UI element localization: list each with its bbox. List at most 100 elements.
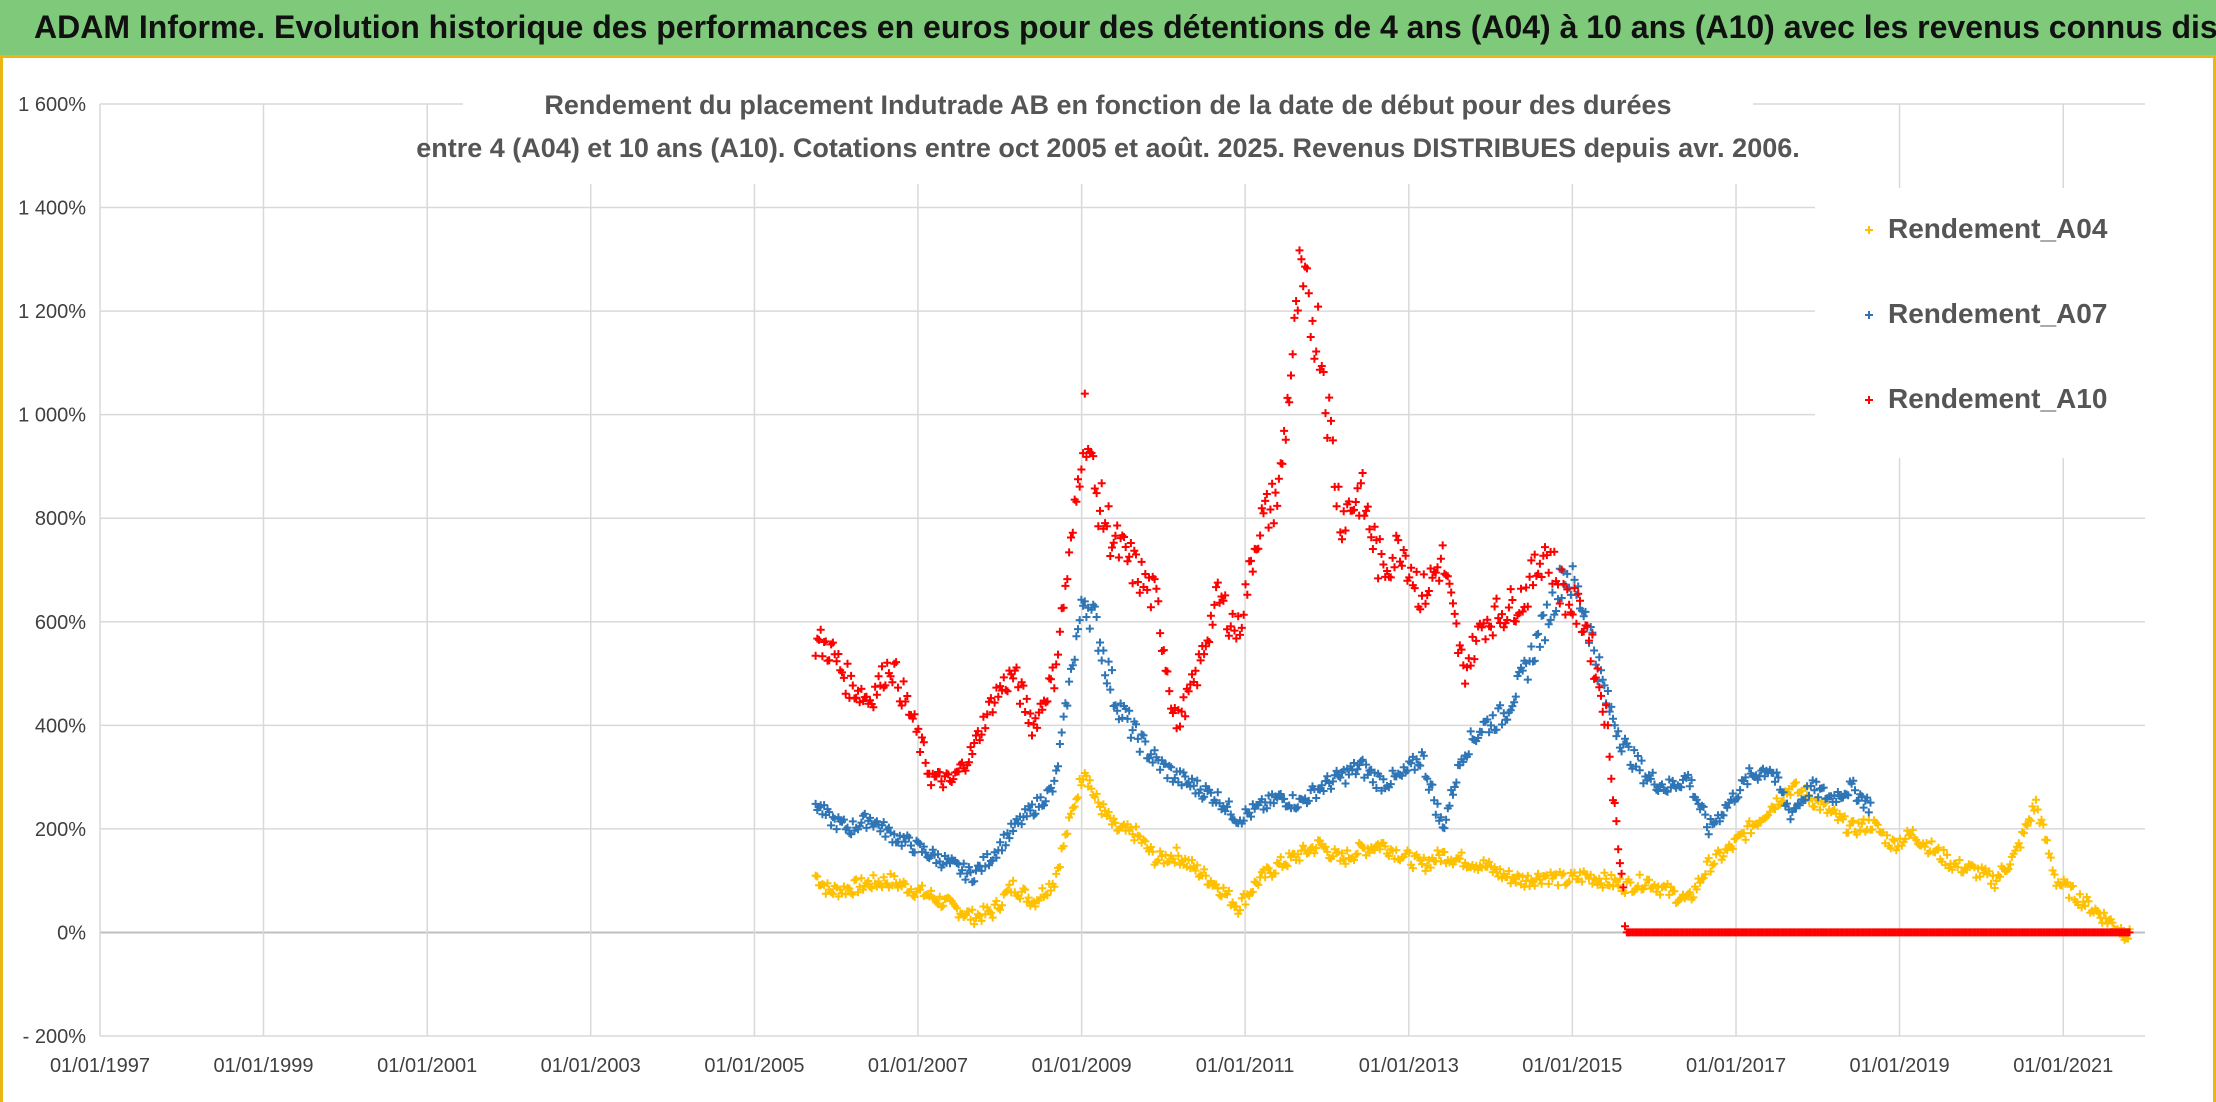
data-point [1247,556,1255,565]
x-tick-label: 01/01/2009 [1032,1055,1132,1077]
data-point [1457,848,1466,857]
data-point [1433,563,1442,572]
data-point [2068,882,2077,890]
data-point [1612,817,1621,826]
data-point [1510,698,1519,707]
data-point [1221,591,1230,600]
data-point [1009,674,1018,683]
y-tick-label: - 200% [23,1026,87,1048]
data-point [1031,714,1040,723]
data-point [1457,645,1466,654]
data-point [1461,679,1470,688]
data-point [1416,761,1425,770]
data-point [1419,751,1428,760]
data-point [1692,885,1701,894]
data-point [1449,790,1457,799]
data-point [927,781,936,790]
data-point [1440,824,1449,833]
data-point [1102,679,1111,688]
data-point [1487,622,1495,631]
x-tick-label: 01/01/1997 [50,1055,150,1077]
data-point [1325,779,1334,787]
data-point [1111,701,1120,710]
data-point [1435,576,1444,585]
data-point [1939,846,1948,854]
data-point [1392,531,1401,540]
data-point [1057,728,1066,737]
data-point [1574,589,1583,598]
data-point [1450,783,1459,791]
data-point [1375,845,1384,854]
data-point [1419,853,1428,862]
data-point [1135,747,1144,756]
data-point [1522,583,1531,592]
data-point [1005,834,1014,843]
data-point [1319,368,1328,376]
data-point [1262,490,1271,498]
data-point [1609,714,1617,723]
data-point [1108,666,1116,675]
data-point [1544,620,1553,629]
data-point [1090,602,1099,611]
data-point [1082,771,1091,780]
data-point [1692,795,1701,804]
data-point [890,872,899,881]
data-point [1137,557,1146,566]
data-point [1236,630,1244,639]
data-point [916,748,925,756]
data-point [1511,692,1520,701]
data-point [1886,844,1895,853]
data-point [1810,786,1819,795]
data-point [996,682,1005,691]
data-point [1626,878,1635,887]
data-point [1268,479,1277,488]
data-point [1031,902,1040,911]
data-point [1315,836,1324,845]
data-point [1610,721,1619,730]
data-point [860,809,869,818]
data-point [886,672,895,681]
data-point [1646,774,1655,783]
data-point [1783,799,1791,808]
data-point [1539,611,1548,620]
data-point [1228,898,1237,907]
data-point [1224,797,1233,806]
data-point [1563,569,1572,578]
data-point [1239,610,1248,619]
data-point [1464,750,1473,759]
data-point [1557,594,1566,602]
data-point [1492,594,1501,603]
data-point [1208,620,1217,629]
data-point [1503,616,1512,624]
data-point [1287,371,1295,380]
data-point [2048,866,2057,875]
data-point [1421,599,1430,608]
data-point [1719,852,1728,861]
data-point [1368,778,1377,787]
data-point [1844,791,1853,800]
data-point [1365,525,1374,534]
data-point [1927,837,1936,846]
data-point [1070,655,1079,664]
data-point [1353,849,1362,858]
data-point [1065,548,1074,557]
data-point [1901,834,1910,843]
data-point [1607,702,1616,711]
data-point [1317,362,1326,370]
data-point [1405,848,1414,857]
data-point [1224,886,1233,895]
data-point [1028,800,1036,809]
data-point [1459,757,1468,766]
data-point [1541,543,1549,552]
data-point [1668,776,1677,785]
data-point [1248,887,1257,896]
data-point [869,871,878,880]
data-point [1106,552,1115,560]
data-point [852,875,861,884]
data-point [910,710,919,719]
data-point [1857,819,1866,828]
data-point [1295,246,1304,255]
data-point [1059,712,1068,721]
data-point [1327,416,1335,425]
data-point [1621,734,1629,743]
